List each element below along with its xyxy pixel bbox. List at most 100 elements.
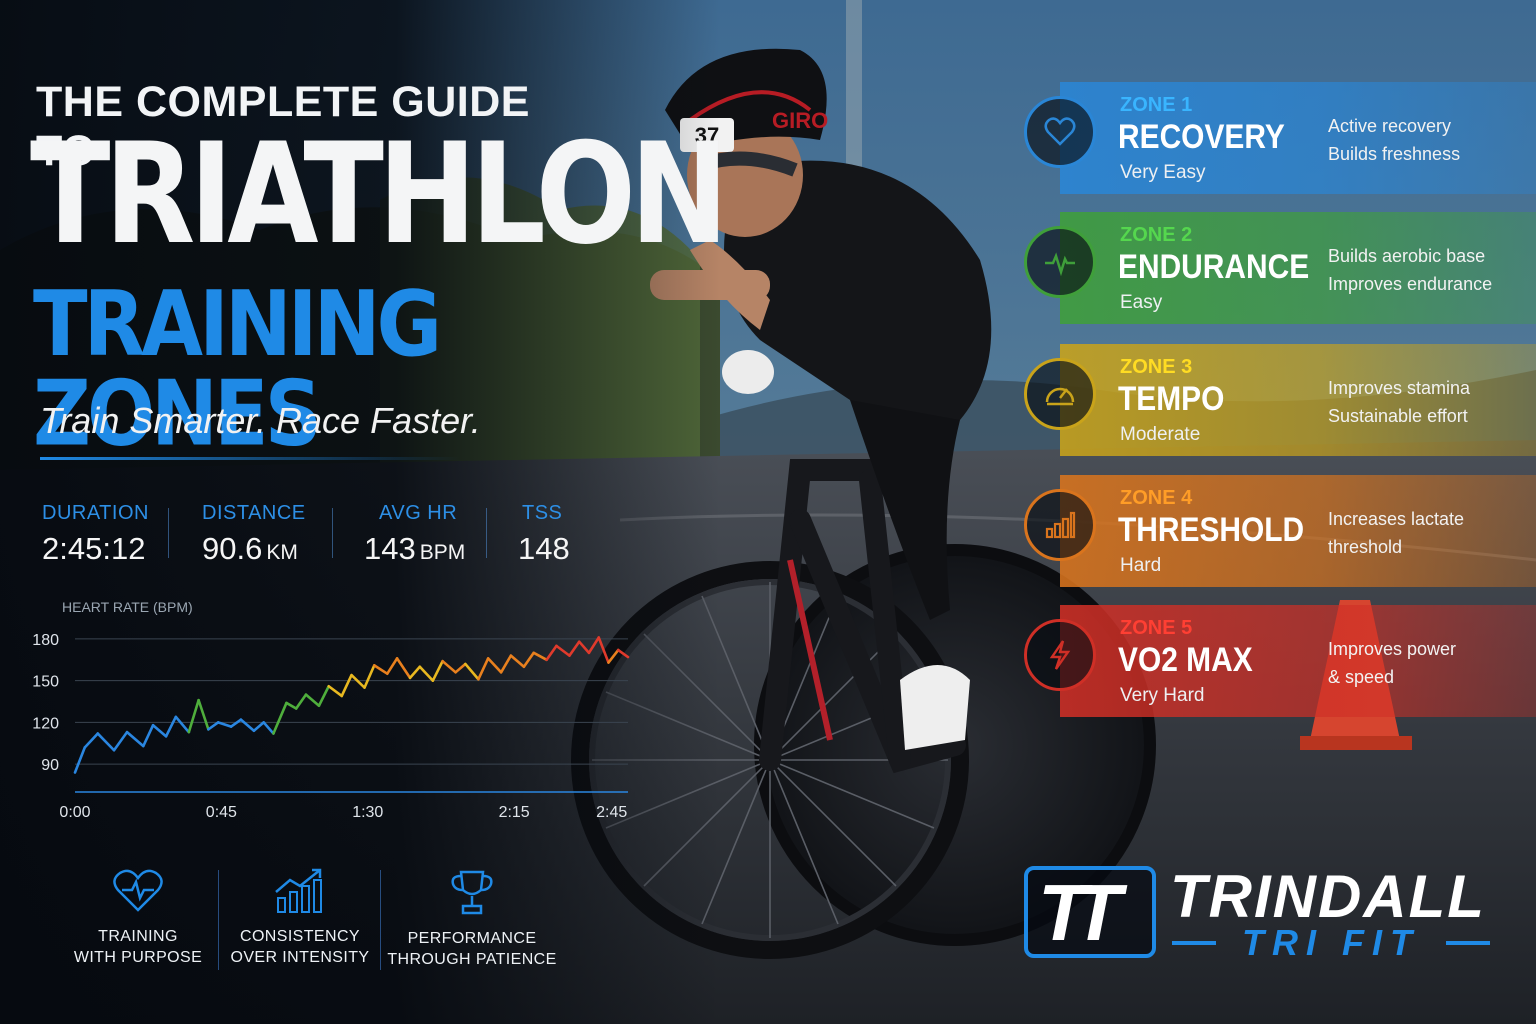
zone-benefit-2: & speed	[1328, 667, 1395, 687]
value-divider	[380, 870, 381, 970]
zone-card: ZONE 3 TEMPO Moderate Improves stamina S…	[1024, 344, 1536, 456]
x-tick-label: 2:45	[596, 804, 627, 821]
zone-name: THRESHOLD	[1118, 511, 1305, 549]
hr-line-segment	[568, 640, 581, 657]
hr-line-segment	[340, 673, 353, 698]
title-line-3: TRAINING ZONES	[33, 272, 442, 466]
logo-mark-letters: TT	[1038, 868, 1122, 957]
hr-line-segment	[216, 721, 233, 728]
stat-label: DURATION	[42, 502, 149, 524]
hr-line-segment	[522, 651, 535, 669]
growth-chart-icon	[275, 868, 322, 913]
zone-intensity: Very Easy	[1120, 162, 1206, 183]
zone-number: ZONE 1	[1120, 94, 1193, 116]
title-line-2: TRIATHLON	[30, 112, 729, 276]
zone-benefit-1: Builds aerobic base	[1328, 246, 1486, 266]
stat-label: DISTANCE	[202, 502, 306, 524]
value-training-with-purpose: TRAINING WITH PURPOSE	[48, 868, 228, 968]
value-divider	[218, 870, 219, 970]
zone-number: ZONE 3	[1120, 356, 1193, 378]
zone-number: ZONE 2	[1120, 224, 1193, 246]
zone-benefit-1: Increases lactate	[1328, 509, 1465, 529]
y-tick-label: 180	[32, 632, 59, 649]
heart-icon	[1044, 117, 1076, 146]
stat-value: 2:45:12	[42, 531, 149, 567]
stat-number: 143	[364, 531, 416, 566]
hr-line-segment	[285, 701, 298, 710]
value-line-1: PERFORMANCE	[407, 930, 537, 947]
hr-line-segment	[350, 673, 366, 689]
zone-intensity: Very Hard	[1120, 685, 1205, 706]
zone-number: ZONE 5	[1120, 617, 1193, 639]
hr-line-segment	[418, 665, 435, 682]
zone-icon-circle	[1024, 226, 1096, 298]
hr-line-segment	[294, 693, 308, 710]
gauge-icon	[1045, 387, 1075, 406]
value-line-2: THROUGH PATIENCE	[387, 951, 557, 968]
stat-number: 148	[518, 531, 570, 566]
stat-label: AVG HR	[379, 502, 458, 524]
stat-distance: DISTANCE 90.6 KM	[202, 502, 306, 567]
hr-line-segment	[532, 651, 548, 662]
chart-title: HEART RATE (BPM)	[62, 599, 193, 615]
zone-name: ENDURANCE	[1118, 248, 1310, 286]
logo-name: TRINDALL	[1170, 863, 1486, 930]
helmet-brand: GIRO	[772, 108, 828, 133]
x-tick-label: 1:30	[352, 804, 383, 821]
stat-tss: TSS 148	[518, 502, 570, 567]
hr-line-segment	[164, 715, 178, 738]
tagline-underline	[40, 457, 460, 460]
x-tick-label: 2:15	[499, 804, 530, 821]
hr-line-segment	[151, 723, 168, 738]
bars-icon	[1045, 511, 1076, 539]
left-panel-shade	[0, 0, 720, 1024]
hr-line-segment	[262, 721, 275, 735]
hr-line-segment	[441, 659, 457, 674]
hr-line-segment	[73, 746, 87, 774]
zone-card: ZONE 2 ENDURANCE Easy Builds aerobic bas…	[1024, 212, 1536, 324]
hr-line-segment	[408, 665, 422, 680]
hr-line-segment	[252, 721, 265, 733]
hr-line-segment	[454, 662, 467, 674]
logo-rule-left	[1172, 941, 1216, 945]
hr-line-segment	[577, 640, 591, 655]
y-tick-label: 90	[41, 757, 59, 774]
zone-name: RECOVERY	[1118, 118, 1285, 156]
hr-line-segment	[187, 698, 200, 734]
hr-line-segment	[327, 684, 344, 698]
zone-icon-circle	[1024, 96, 1096, 168]
zone-number: ZONE 4	[1120, 487, 1193, 509]
hr-line-segment	[125, 730, 145, 748]
hr-line-segment	[545, 644, 558, 662]
heart-rate-chart: HEART RATE (BPM) 90 120 150 180 0:00 0:45 1:30 2…	[32, 599, 630, 821]
y-tick-label: 150	[32, 674, 59, 691]
zone-benefit-1: Active recovery	[1328, 116, 1452, 136]
stat-divider	[168, 508, 169, 558]
zone-card: ZONE 5 VO2 MAX Very Hard Improves power …	[1024, 605, 1536, 717]
logo-rule-right	[1446, 941, 1490, 945]
stat-unit: BPM	[419, 541, 466, 564]
hr-line-segment	[486, 657, 503, 674]
zone-card: ZONE 1 RECOVERY Very Easy Active recover…	[1024, 82, 1536, 194]
heart-monitor-icon	[113, 869, 163, 912]
value-consistency: CONSISTENCY OVER INTENSITY	[210, 868, 390, 968]
hr-line-segment	[112, 730, 129, 752]
zone-icon-circle	[1024, 619, 1096, 691]
zone-name: VO2 MAX	[1118, 641, 1253, 679]
logo-sub-wrap: TRI FIT	[1172, 922, 1490, 963]
hr-line-segment	[207, 721, 220, 731]
zone-benefit-2: threshold	[1328, 537, 1403, 557]
hr-line-segment	[174, 715, 191, 734]
hr-line-segment	[239, 718, 256, 733]
zone-intensity: Moderate	[1120, 424, 1201, 445]
zone-icon-circle	[1024, 358, 1096, 430]
hr-line-segment	[317, 684, 331, 708]
value-line-1: CONSISTENCY	[240, 928, 360, 945]
value-line-1: TRAINING	[98, 928, 178, 945]
hr-line-segment	[395, 657, 412, 680]
stat-number: 2:45:12	[42, 531, 146, 566]
logo-sub: TRI FIT	[1242, 922, 1420, 963]
pulse-icon	[1045, 252, 1075, 277]
logo-mark: TT	[1024, 866, 1156, 958]
hr-line-segment	[304, 693, 321, 708]
